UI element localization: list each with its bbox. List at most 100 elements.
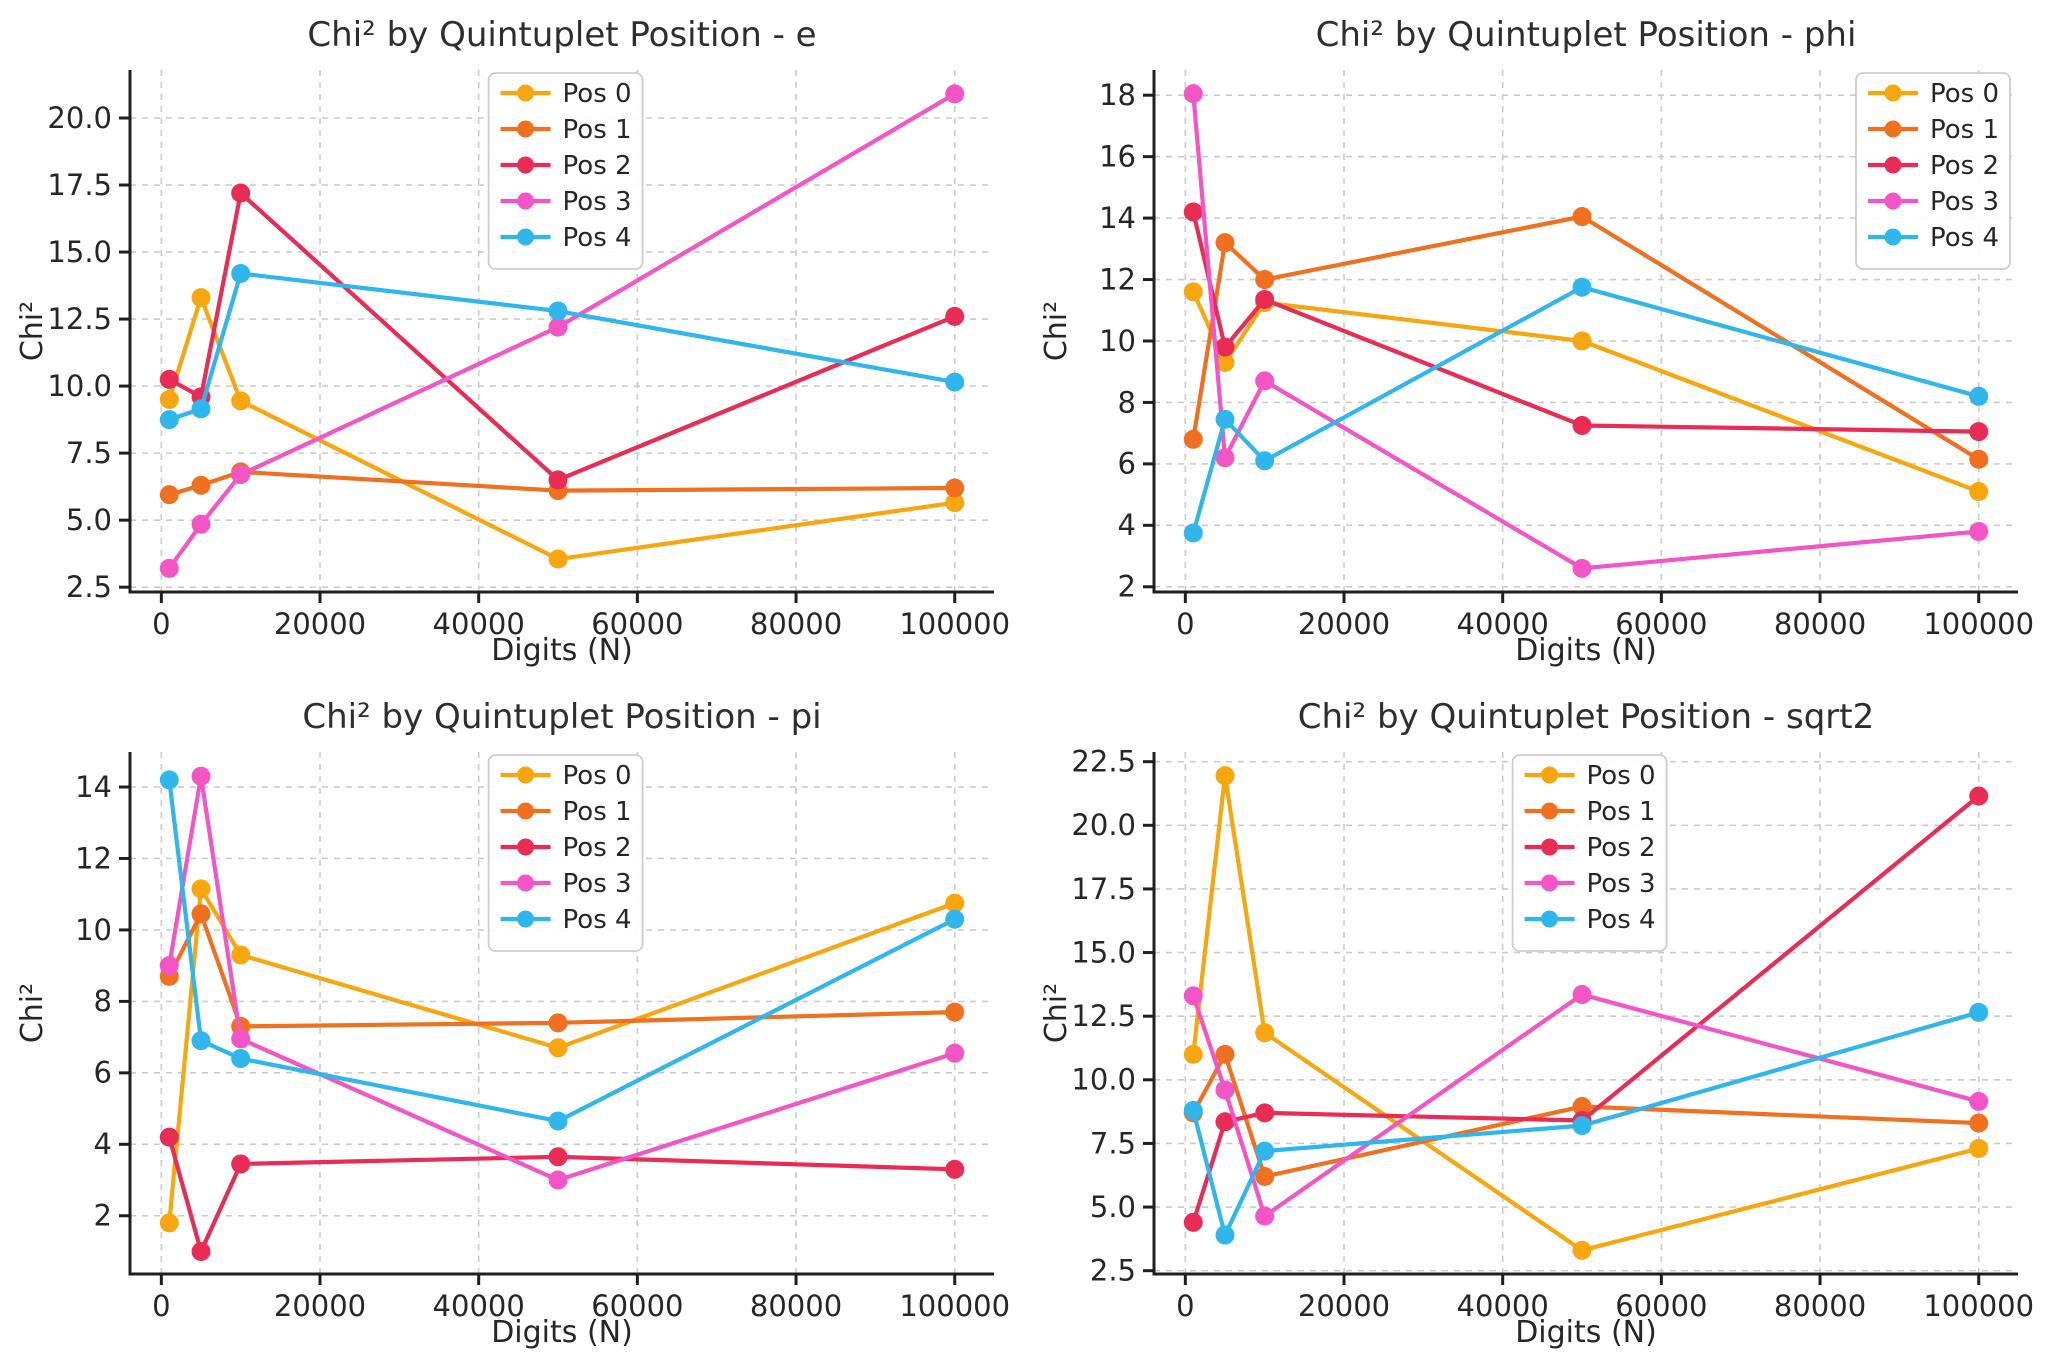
chart-e: 2.5 5.0 7.5 10.0 12.5 15.0 17.5 20.0 0 20000 40000… bbox=[0, 0, 1024, 682]
data-point-pos3 bbox=[159, 956, 179, 976]
data-point-pos2 bbox=[945, 306, 965, 326]
x-tick-label: 60000 bbox=[591, 1289, 683, 1323]
legend-label: Pos 2 bbox=[563, 151, 632, 181]
data-point-pos0 bbox=[945, 493, 965, 513]
x-tick-label: 20000 bbox=[1298, 1289, 1390, 1323]
y-tick-label: 5.0 bbox=[1090, 1190, 1136, 1224]
y-tick-label: 4 bbox=[94, 1127, 112, 1161]
data-point-pos3 bbox=[1255, 1206, 1275, 1226]
data-point-pos0 bbox=[1183, 282, 1203, 302]
legend-swatch-dot bbox=[517, 874, 535, 892]
legend-swatch-dot bbox=[1541, 874, 1559, 892]
legend-entry: Pos 1 bbox=[1868, 115, 1999, 145]
legend-label: Pos 0 bbox=[563, 761, 632, 791]
data-point-pos1 bbox=[945, 478, 965, 498]
data-point-pos1 bbox=[191, 904, 211, 924]
chart-title: Chi² by Quintuplet Position - phi bbox=[1316, 15, 1857, 55]
x-tick-label: 20000 bbox=[1298, 607, 1390, 641]
legend-label: Pos 4 bbox=[563, 223, 632, 253]
x-tick-label: 20000 bbox=[274, 1289, 366, 1323]
y-tick-label: 22.5 bbox=[1071, 745, 1136, 779]
x-axis-label: Digits (N) bbox=[1515, 633, 1657, 668]
data-point-pos4 bbox=[945, 372, 965, 392]
data-point-pos1 bbox=[1215, 1044, 1235, 1064]
x-tick-label: 0 bbox=[1176, 607, 1194, 641]
data-point-pos0 bbox=[1215, 766, 1235, 786]
legend-label: Pos 4 bbox=[1587, 905, 1656, 935]
legend-entry: Pos 1 bbox=[1524, 797, 1656, 827]
x-tick-label: 40000 bbox=[1457, 1289, 1549, 1323]
data-point-pos2 bbox=[1255, 1103, 1275, 1123]
legend-swatch-dot bbox=[517, 802, 535, 820]
legend-label: Pos 1 bbox=[563, 797, 632, 827]
x-tick-label: 60000 bbox=[591, 607, 683, 641]
data-point-pos3 bbox=[1215, 1080, 1235, 1100]
data-point-pos2 bbox=[159, 1127, 179, 1147]
x-tick-label: 100000 bbox=[899, 1289, 1010, 1323]
x-tick-label: 80000 bbox=[750, 1289, 842, 1323]
y-tick-label: 12.5 bbox=[1071, 999, 1136, 1033]
data-point-pos3 bbox=[1969, 521, 1989, 541]
data-point-pos2 bbox=[1255, 290, 1275, 310]
legend-entry: Pos 1 bbox=[500, 797, 632, 827]
legend-swatch-dot bbox=[517, 228, 535, 246]
data-point-pos4 bbox=[231, 1049, 251, 1069]
y-tick-label: 8 bbox=[94, 984, 112, 1018]
legend-swatch-dot bbox=[1541, 766, 1559, 784]
y-tick-label: 14 bbox=[75, 770, 112, 804]
data-point-pos4 bbox=[1255, 1141, 1275, 1161]
y-tick-label: 8 bbox=[1118, 385, 1136, 419]
data-point-pos2 bbox=[1572, 415, 1592, 435]
data-point-pos4 bbox=[548, 1111, 568, 1131]
legend-entry: Pos 4 bbox=[1524, 905, 1656, 935]
legend-entry: Pos 2 bbox=[500, 833, 632, 863]
x-tick-label: 100000 bbox=[1923, 1289, 2034, 1323]
chart-sqrt2: 2.5 5.0 7.5 10.0 12.5 15.0 17.5 20.0 22.5 0 20000 4… bbox=[1024, 682, 2048, 1364]
legend-swatch-dot bbox=[1884, 84, 1902, 102]
data-point-pos3 bbox=[1183, 84, 1203, 104]
data-point-pos4 bbox=[1183, 523, 1203, 543]
legend-label: Pos 3 bbox=[1930, 187, 1999, 217]
x-axis-label: Digits (N) bbox=[491, 633, 633, 668]
y-tick-label: 10.0 bbox=[1071, 1063, 1136, 1097]
legend-swatch-dot bbox=[1884, 228, 1902, 246]
legend-swatch-dot bbox=[517, 120, 535, 138]
data-point-pos4 bbox=[159, 410, 179, 430]
data-point-pos0 bbox=[1969, 482, 1989, 502]
legend-label: Pos 1 bbox=[1587, 797, 1656, 827]
data-point-pos2 bbox=[231, 183, 251, 203]
data-point-pos2 bbox=[548, 1147, 568, 1167]
data-point-pos4 bbox=[1572, 1116, 1592, 1136]
x-tick-label: 0 bbox=[152, 1289, 170, 1323]
data-point-pos2 bbox=[1215, 337, 1235, 357]
x-axis-label: Digits (N) bbox=[491, 1315, 633, 1350]
data-point-pos3 bbox=[159, 558, 179, 578]
legend-entry: Pos 3 bbox=[1868, 187, 1999, 217]
y-tick-label: 10.0 bbox=[47, 369, 112, 403]
chart-pi-canvas: 2 4 6 8 10 12 14 0 20000 40000 60000 80000 100000 Dig… bbox=[0, 682, 1024, 1364]
y-tick-label: 5.0 bbox=[66, 503, 112, 537]
y-tick-label: 12.5 bbox=[47, 302, 112, 336]
data-point-pos1 bbox=[1183, 429, 1203, 449]
legend-swatch-dot bbox=[517, 838, 535, 856]
data-point-pos4 bbox=[159, 770, 179, 790]
data-point-pos1 bbox=[1255, 270, 1275, 290]
y-tick-label: 7.5 bbox=[66, 436, 112, 470]
data-point-pos2 bbox=[1215, 1112, 1235, 1132]
data-point-pos4 bbox=[191, 399, 211, 419]
data-point-pos1 bbox=[1969, 1113, 1989, 1133]
data-point-pos4 bbox=[231, 263, 251, 283]
data-point-pos4 bbox=[1215, 1225, 1235, 1245]
y-tick-label: 6 bbox=[94, 1056, 112, 1090]
data-point-pos1 bbox=[1572, 1097, 1592, 1117]
legend-label: Pos 3 bbox=[563, 869, 632, 899]
legend-entry: Pos 4 bbox=[1868, 223, 1999, 253]
data-point-pos3 bbox=[1255, 371, 1275, 391]
legend-label: Pos 2 bbox=[563, 833, 632, 863]
data-point-pos1 bbox=[1215, 233, 1235, 253]
x-tick-label: 60000 bbox=[1615, 1289, 1707, 1323]
legend-label: Pos 3 bbox=[563, 187, 632, 217]
chart-phi-canvas: 2 4 6 8 10 12 14 16 18 0 20000 40000 60000 80000 10000… bbox=[1024, 0, 2048, 682]
legend-entry: Pos 4 bbox=[500, 223, 632, 253]
chart-pi: 2 4 6 8 10 12 14 0 20000 40000 60000 80000 100000 Dig… bbox=[0, 682, 1024, 1364]
